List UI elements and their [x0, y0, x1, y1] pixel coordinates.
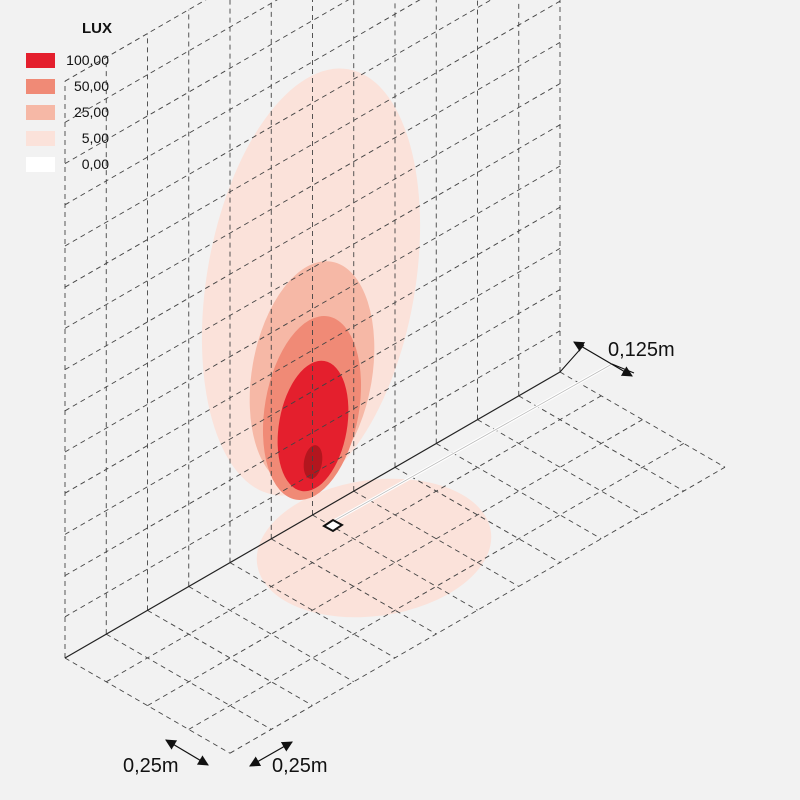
legend-row-5: 5,00 — [26, 125, 112, 151]
legend-row-25: 25,00 — [26, 99, 112, 125]
legend-label-25: 25,00 — [73, 104, 109, 120]
legend-title: LUX — [82, 20, 112, 37]
floor-grid-depth-line — [106, 633, 272, 730]
floor-grid-depth-line — [271, 538, 437, 635]
floor-grid — [64, 371, 726, 754]
legend-swatch-5 — [26, 130, 55, 146]
floor-grid-depth-line — [147, 609, 313, 706]
legend-swatch-50 — [26, 78, 55, 94]
floor-grid-depth-line — [312, 514, 478, 611]
dim-x-arrow — [165, 739, 209, 766]
legend-swatch-0 — [26, 156, 55, 172]
legend-label-100: 100,00 — [66, 52, 109, 68]
legend-label-50: 50,00 — [73, 78, 109, 94]
floor-grid-depth-line — [477, 419, 643, 516]
legend-swatch-100 — [26, 52, 55, 68]
dim-offset-extension-1 — [559, 344, 585, 373]
legend-label-0: 0,00 — [81, 156, 109, 172]
dim-x-label: 0,25m — [123, 755, 179, 777]
legend-row-0: 0,00 — [26, 151, 112, 177]
lux-legend: LUX 100,00 50,00 25,00 5,00 0,00 — [26, 20, 112, 177]
floor-grid-depth-line — [353, 490, 519, 587]
legend-row-50: 50,00 — [26, 73, 112, 99]
wall-base-line — [64, 371, 561, 659]
light-source-line-edge — [331, 363, 613, 523]
floor-grid-depth-line — [518, 395, 684, 492]
legend-row-100: 100,00 — [26, 47, 112, 73]
floor-grid-depth-line — [559, 371, 726, 468]
wall-lux-100-zone — [277, 360, 349, 492]
floor-grid-depth-line — [394, 466, 561, 563]
wall-grid — [64, 0, 561, 658]
floor-grid-depth-line — [436, 443, 602, 540]
floor-grid-depth-line — [188, 586, 354, 683]
dim-y-arrow — [249, 741, 293, 767]
floor-grid-depth-line — [64, 657, 231, 754]
legend-label-5: 5,00 — [81, 130, 109, 146]
luminaire-marker — [322, 518, 344, 533]
dim-y-label: 0,25m — [272, 755, 328, 777]
floor-grid-depth-line — [229, 562, 396, 659]
dim-offset-extension-2 — [611, 363, 635, 374]
legend-swatch-25 — [26, 104, 55, 120]
dim-offset-label: 0,125m — [608, 339, 675, 361]
dim-offset-arrow — [573, 341, 633, 377]
